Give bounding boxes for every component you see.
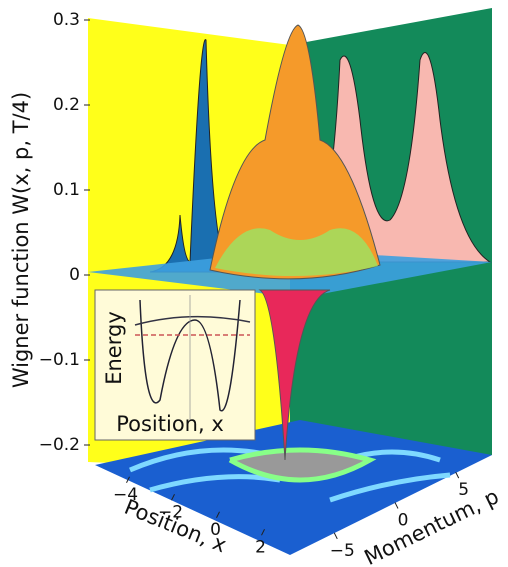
- z-tick-label: 0: [69, 265, 80, 285]
- x-tick-label: −4: [113, 485, 138, 505]
- x-tick: [126, 476, 130, 483]
- inset-curves: [134, 295, 251, 420]
- left-projection: [149, 39, 232, 273]
- y-tick: [455, 471, 460, 479]
- x-tick-label: 2: [255, 537, 266, 557]
- y-tick: [394, 502, 399, 509]
- surface-negative: [258, 289, 331, 461]
- z-tick-label: 0.1: [53, 180, 80, 200]
- surface-low: [215, 228, 378, 277]
- x-tick-label: 0: [210, 520, 221, 540]
- x-tick: [171, 494, 175, 501]
- x-tick: [216, 511, 220, 518]
- inset: [94, 289, 256, 441]
- z-tick-label: −0.1: [39, 350, 80, 370]
- inset-y-label: Energy: [102, 311, 126, 385]
- z-tick-label: −0.2: [39, 435, 80, 455]
- z-tick-label: 0.2: [53, 95, 80, 115]
- x-tick-label: −2: [158, 502, 183, 522]
- x-tick: [261, 529, 265, 536]
- y-tick-label: −5: [330, 541, 355, 561]
- floor-contours: [129, 447, 451, 503]
- y-tick-label: 0: [398, 511, 409, 531]
- z-axis-label: Wigner function W(x, p, T/4): [9, 92, 33, 388]
- z-tick-label: 0.3: [53, 10, 80, 30]
- y-tick-label: 5: [458, 480, 469, 500]
- surface-positive: [209, 24, 381, 280]
- y-tick: [333, 532, 338, 540]
- inset-x-label: Position, x: [116, 412, 224, 436]
